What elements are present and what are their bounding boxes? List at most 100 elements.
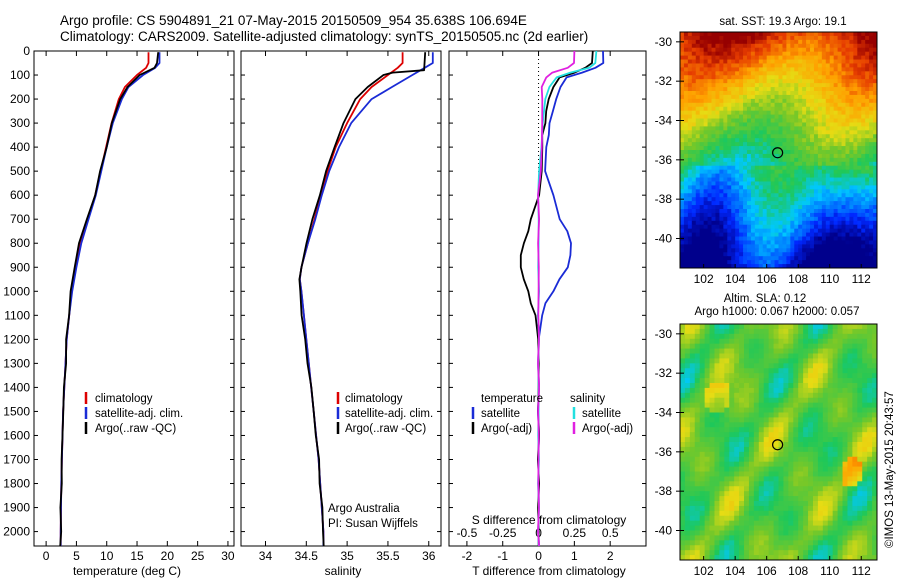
difference-profile: -2 -1 0 1 2-0.5 -0.25 0 0.25 0.5 — [448, 50, 647, 563]
x-tick-label: 35 — [340, 549, 354, 563]
series-line-climatology — [298, 52, 404, 546]
y-tick-label: 800 — [10, 236, 30, 250]
x-tick-label: 0 — [535, 549, 542, 563]
legend-temperature-title: temperature — [481, 393, 543, 405]
x2-tick-label: 0.5 — [602, 526, 619, 540]
y-tick-label: 500 — [10, 164, 30, 178]
map-x-tick-label: 104 — [725, 564, 745, 578]
y-tick-label: 0 — [23, 44, 30, 58]
map-y-tick-label: -30 — [655, 327, 673, 341]
x2-tick-label: 0.25 — [563, 526, 587, 540]
sst-map-axes: 102 104 106 108 110 112 -30 -32 -34 -36 -38 -40 — [655, 31, 878, 286]
x-tick-label: 25 — [191, 549, 205, 563]
map-frame — [679, 323, 878, 561]
sla-map-title: Altim. SLA: 0.12 — [724, 293, 806, 305]
x-tick-label: 15 — [130, 549, 144, 563]
map-y-tick-label: -32 — [655, 74, 673, 88]
x2-tick-label: -0.25 — [489, 526, 517, 540]
argo-location-marker — [772, 439, 784, 451]
map-x-tick-label: 104 — [725, 272, 745, 286]
sla-heatmap — [680, 324, 878, 561]
y-tick-label: 1800 — [3, 477, 30, 491]
map-x-tick-label: 106 — [757, 564, 777, 578]
x-tick-label: -2 — [462, 549, 473, 563]
sla-map-subtitle: Argo h1000: 0.067 h2000: 0.057 — [695, 306, 860, 318]
legend-climatology: climatology — [95, 393, 153, 405]
y-tick-label: 1400 — [3, 380, 30, 394]
legend-s-satellite: satellite — [582, 408, 621, 420]
y-tick-label: 700 — [10, 212, 30, 226]
x-tick-label: -1 — [497, 549, 508, 563]
plot-frame — [240, 50, 442, 547]
map-y-tick-label: -34 — [655, 406, 673, 420]
series-line-s-satellite — [537, 50, 598, 547]
series-line-argo-raw-qc- — [298, 52, 427, 547]
y-tick-label: 1500 — [3, 404, 30, 418]
map-x-tick-label: 106 — [757, 272, 777, 286]
map-x-tick-label: 112 — [852, 564, 871, 578]
salinity-legend: climatology satellite-adj. clim. Argo(..… — [336, 392, 433, 435]
sla-map-axes: 102 104 106 108 110 112 -30 -32 -34 -36 -38 -40 — [655, 323, 878, 578]
legend-argo: Argo(..raw -QC) — [345, 423, 426, 435]
temperature-xlabel: temperature (deg C) — [73, 564, 181, 578]
temperature-legend: climatology satellite-adj. clim. Argo(..… — [84, 392, 183, 435]
legend-t-argo: Argo(-adj) — [481, 423, 532, 435]
y-tick-label: 1000 — [3, 284, 30, 298]
y-tick-label: 2000 — [3, 525, 30, 539]
series-line-t-argo-adj- — [519, 50, 594, 547]
sst-heatmap — [680, 32, 878, 269]
x-tick-label: 34 — [259, 549, 273, 563]
sst-map-title: sat. SST: 19.3 Argo: 19.1 — [719, 16, 846, 28]
x-tick-label: 30 — [221, 549, 235, 563]
map-x-tick-label: 112 — [852, 272, 871, 286]
plot-frame — [448, 50, 647, 547]
credit-line-1: Argo Australia — [328, 503, 400, 515]
x-tick-label: 2 — [607, 549, 614, 563]
y-tick-label: 300 — [10, 116, 30, 130]
map-y-tick-label: -36 — [655, 445, 673, 459]
y-tick-label: 600 — [10, 188, 30, 202]
credit-line-2: PI: Susan Wijffels — [328, 518, 418, 530]
header-line-2: Climatology: CARS2009. Satellite-adjuste… — [60, 29, 589, 44]
y-tick-label: 200 — [10, 92, 30, 106]
map-y-tick-label: -40 — [655, 524, 673, 538]
series-line-s-argo-adj- — [537, 50, 576, 547]
legend-satellite: satellite-adj. clim. — [95, 408, 183, 420]
y-tick-label: 1200 — [3, 332, 30, 346]
y-tick-label: 1600 — [3, 428, 30, 442]
map-y-tick-label: -32 — [655, 366, 673, 380]
salinity-xlabel: salinity — [325, 564, 362, 578]
x-tick-label: 20 — [161, 549, 175, 563]
y-tick-label: 1300 — [3, 356, 30, 370]
x-tick-label: 0 — [43, 549, 50, 563]
y-tick-label: 100 — [10, 68, 30, 82]
x-tick-label: 5 — [73, 549, 80, 563]
map-y-tick-label: -38 — [655, 192, 673, 206]
map-y-tick-label: -38 — [655, 484, 673, 498]
header-line-1: Argo profile: CS 5904891_21 07-May-2015 … — [60, 13, 527, 28]
series-line-climatology — [59, 52, 150, 546]
x2-tick-label: -0.5 — [457, 526, 478, 540]
y-tick-label: 400 — [10, 140, 30, 154]
difference-xlabel: T difference from climatology — [472, 564, 626, 578]
map-x-tick-label: 108 — [788, 272, 808, 286]
legend-s-argo: Argo(-adj) — [582, 423, 633, 435]
temperature-profile: 0 5 10 15 20 25 300100200300400500600700800900… — [3, 44, 235, 563]
x-tick-label: 35.5 — [376, 549, 400, 563]
map-y-tick-label: -34 — [655, 114, 673, 128]
map-x-tick-label: 110 — [820, 564, 839, 578]
y-tick-label: 900 — [10, 260, 30, 274]
legend-climatology: climatology — [345, 393, 403, 405]
argo-location-marker — [772, 147, 784, 159]
difference-x2label: S difference from climatology — [472, 513, 627, 527]
map-y-tick-label: -36 — [655, 153, 673, 167]
map-x-tick-label: 102 — [694, 272, 714, 286]
map-frame — [679, 31, 878, 269]
map-y-tick-label: -30 — [655, 35, 673, 49]
x-tick-label: 10 — [100, 549, 114, 563]
y-tick-label: 1900 — [3, 501, 30, 515]
map-x-tick-label: 102 — [694, 564, 714, 578]
y-tick-label: 1700 — [3, 452, 30, 466]
series-line-t-satellite — [537, 50, 605, 547]
legend-satellite: satellite-adj. clim. — [345, 408, 433, 420]
